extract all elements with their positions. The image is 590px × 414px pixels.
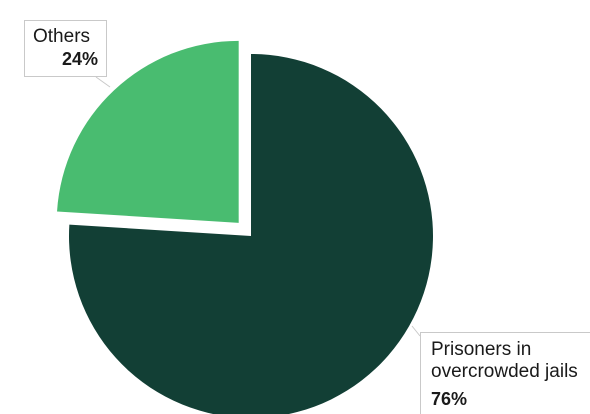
pie-slice-others [57,40,239,223]
pie-slice-prisoners-in-overcrowded-jails [69,54,433,414]
callout-prisoners: Prisoners in overcrowded jails 76% [420,332,590,414]
slice-value-others: 24% [61,49,98,69]
slice-label-prisoners: Prisoners in overcrowded jails [431,339,578,382]
slice-label-others: Others [33,26,91,47]
callout-others: Others 24% [24,20,107,77]
leader-line-prisoners [411,325,421,337]
leader-line-others [95,76,111,88]
slice-value-prisoners: 76% [431,389,468,409]
